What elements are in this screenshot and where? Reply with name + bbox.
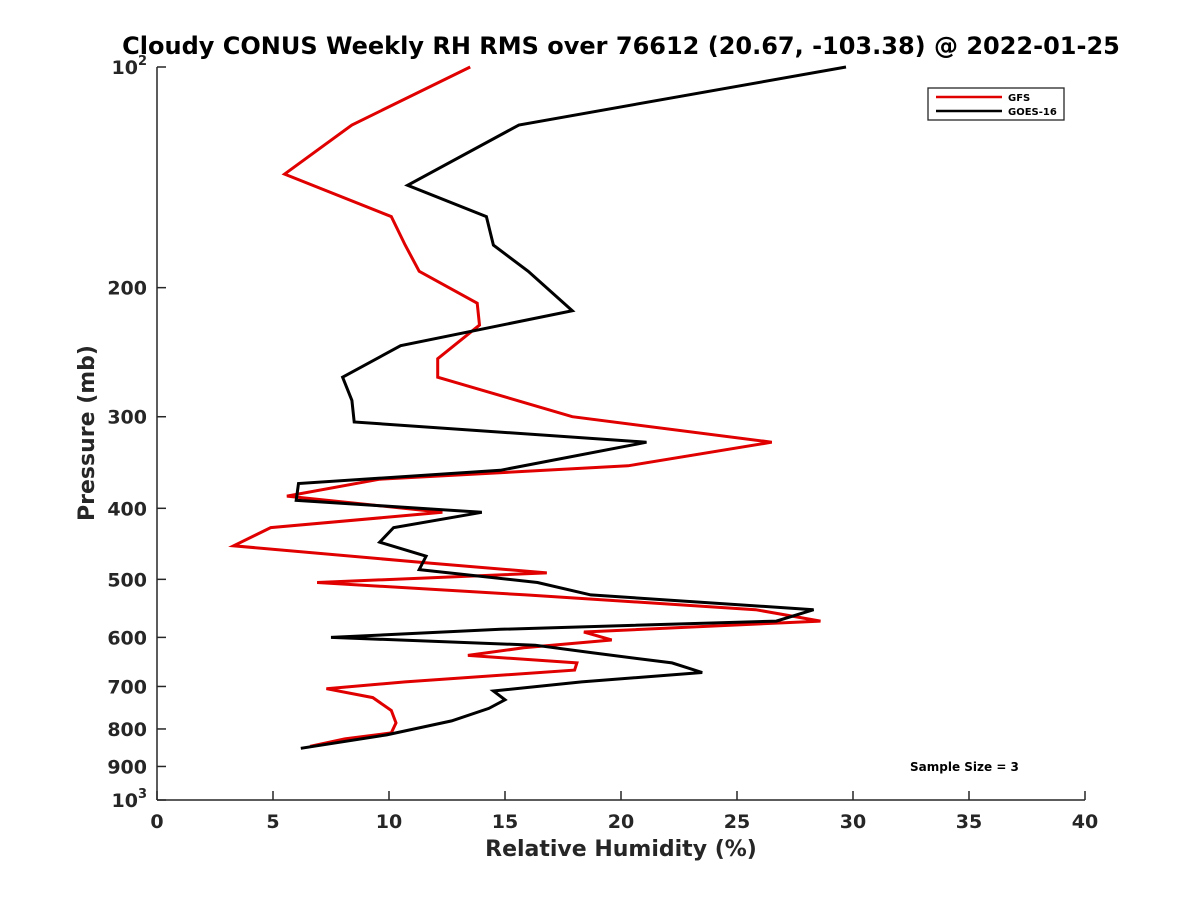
y-axis-label: Pressure (mb) <box>75 345 100 521</box>
x-tick-label: 0 <box>150 811 163 833</box>
y-tick-base: 900 <box>107 756 147 778</box>
chart-title: Cloudy CONUS Weekly RH RMS over 76612 (2… <box>122 32 1120 60</box>
y-tick-label: 103 <box>112 787 148 812</box>
y-tick-exponent: 3 <box>138 787 147 802</box>
y-tick-label: 400 <box>107 498 147 520</box>
y-tick-label: 900 <box>107 756 147 778</box>
y-tick-base: 500 <box>107 569 147 591</box>
y-tick-label: 700 <box>107 676 147 698</box>
y-tick-label: 102 <box>112 54 148 79</box>
y-tick-base: 300 <box>107 407 147 429</box>
x-tick-label: 20 <box>608 811 634 833</box>
legend-label-gfs: GFS <box>1008 93 1030 104</box>
legend: GFS GOES-16 <box>927 87 1065 121</box>
series-line-gfs <box>228 65 821 748</box>
series-line-goes-16 <box>294 65 847 750</box>
y-tick-base: 600 <box>107 627 147 649</box>
x-tick-label: 25 <box>724 811 750 833</box>
y-tick-base: 400 <box>107 498 147 520</box>
y-tick-base: 10 <box>112 57 138 79</box>
y-tick-label: 200 <box>107 278 147 300</box>
y-tick-label: 800 <box>107 719 147 741</box>
y-tick-base: 10 <box>112 790 138 812</box>
x-tick-label: 5 <box>266 811 279 833</box>
y-tick-base: 200 <box>107 278 147 300</box>
y-tick-label: 500 <box>107 569 147 591</box>
y-tick-label: 600 <box>107 627 147 649</box>
x-tick-label: 35 <box>956 811 982 833</box>
y-tick-label: 300 <box>107 407 147 429</box>
legend-label-goes-16: GOES-16 <box>1008 107 1057 118</box>
x-tick-label: 40 <box>1072 811 1098 833</box>
y-tick-base: 800 <box>107 719 147 741</box>
x-ticks: 0 5 10 15 20 25 30 35 40 <box>150 791 1098 833</box>
sample-size-annotation: Sample Size = 3 <box>910 760 1019 774</box>
y-tick-exponent: 2 <box>138 54 147 69</box>
x-tick-label: 15 <box>492 811 518 833</box>
x-tick-label: 10 <box>376 811 402 833</box>
y-tick-base: 700 <box>107 676 147 698</box>
x-tick-label: 30 <box>840 811 866 833</box>
x-axis-label: Relative Humidity (%) <box>485 837 757 862</box>
legend-box <box>927 87 1065 121</box>
series-layer <box>228 65 847 750</box>
plot-area: 0 5 10 15 20 25 30 35 40 10220030040050060070080… <box>107 54 1098 833</box>
